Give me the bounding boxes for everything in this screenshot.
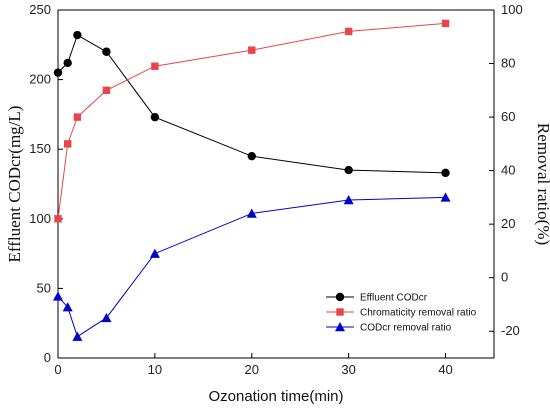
legend-label: CODcr removal ratio xyxy=(360,323,452,334)
right-y-axis-ticks: -20 0 20 40 60 80 100 xyxy=(489,2,523,338)
data-point xyxy=(62,302,73,312)
series-layer xyxy=(53,19,451,341)
data-point xyxy=(102,86,111,95)
left-y-tick-label: 100 xyxy=(29,211,51,226)
data-point xyxy=(149,248,160,258)
data-point xyxy=(63,58,72,68)
legend-label: Effluent CODcr xyxy=(360,293,428,304)
series-line xyxy=(57,196,446,338)
data-point xyxy=(54,215,62,223)
x-tick-label: 20 xyxy=(245,362,259,377)
right-y-tick-label: 80 xyxy=(501,56,515,71)
left-y-axis-title: Effluent CODcr(mg/L) xyxy=(5,106,24,263)
data-point xyxy=(102,47,111,56)
data-point xyxy=(72,331,83,341)
x-tick-label: 40 xyxy=(438,362,452,377)
right-y-axis-title: Removal ratio(%) xyxy=(534,123,550,245)
data-point xyxy=(246,208,257,218)
series-line xyxy=(57,22,446,219)
right-y-tick-label: 60 xyxy=(501,109,515,124)
left-y-axis-ticks: 0 50 100 150 200 250 xyxy=(29,2,63,365)
legend-marker xyxy=(335,322,345,332)
legend-marker xyxy=(335,292,345,302)
series-1 xyxy=(53,30,450,178)
left-y-tick-label: 0 xyxy=(44,350,51,365)
data-point xyxy=(101,312,112,323)
right-y-tick-label: 100 xyxy=(501,2,523,17)
x-axis-ticks: 0 10 20 30 40 xyxy=(54,353,453,377)
right-y-tick-label: 40 xyxy=(501,163,515,178)
data-point xyxy=(247,151,256,161)
legend-item: CODcr removal ratio xyxy=(326,322,452,334)
data-point xyxy=(53,291,63,301)
x-tick-label: 30 xyxy=(341,362,355,377)
right-y-tick-label: -20 xyxy=(501,323,520,338)
series-line xyxy=(57,34,446,174)
legend: Effluent CODcr Chromaticity removal ratio… xyxy=(326,293,477,334)
data-point xyxy=(344,27,353,36)
left-y-tick-label: 50 xyxy=(37,280,51,295)
data-point xyxy=(73,30,82,40)
right-y-tick-label: 20 xyxy=(501,216,515,231)
left-y-tick-label: 200 xyxy=(29,72,51,87)
data-point xyxy=(151,62,159,70)
legend-label: Chromaticity removal ratio xyxy=(360,308,477,319)
data-point xyxy=(441,168,450,178)
data-point xyxy=(343,195,354,205)
data-point xyxy=(248,46,256,54)
data-point xyxy=(63,140,72,148)
data-point xyxy=(440,192,451,202)
data-point xyxy=(441,19,450,28)
legend-item: Effluent CODcr xyxy=(326,293,428,304)
x-tick-label: 10 xyxy=(148,362,162,377)
plot-frame xyxy=(57,9,495,359)
data-point xyxy=(150,112,160,122)
data-point xyxy=(344,165,353,175)
left-y-tick-label: 150 xyxy=(29,141,51,156)
data-point xyxy=(73,113,82,121)
series-2 xyxy=(54,19,450,223)
series-3 xyxy=(53,192,451,341)
left-y-tick-label: 250 xyxy=(29,2,51,17)
x-tick-label: 0 xyxy=(54,362,61,377)
legend-marker xyxy=(336,308,344,316)
right-y-tick-label: 0 xyxy=(501,270,508,285)
data-point xyxy=(53,68,63,77)
legend-item: Chromaticity removal ratio xyxy=(326,308,477,319)
x-axis-title: Ozonation time(min) xyxy=(208,388,343,405)
